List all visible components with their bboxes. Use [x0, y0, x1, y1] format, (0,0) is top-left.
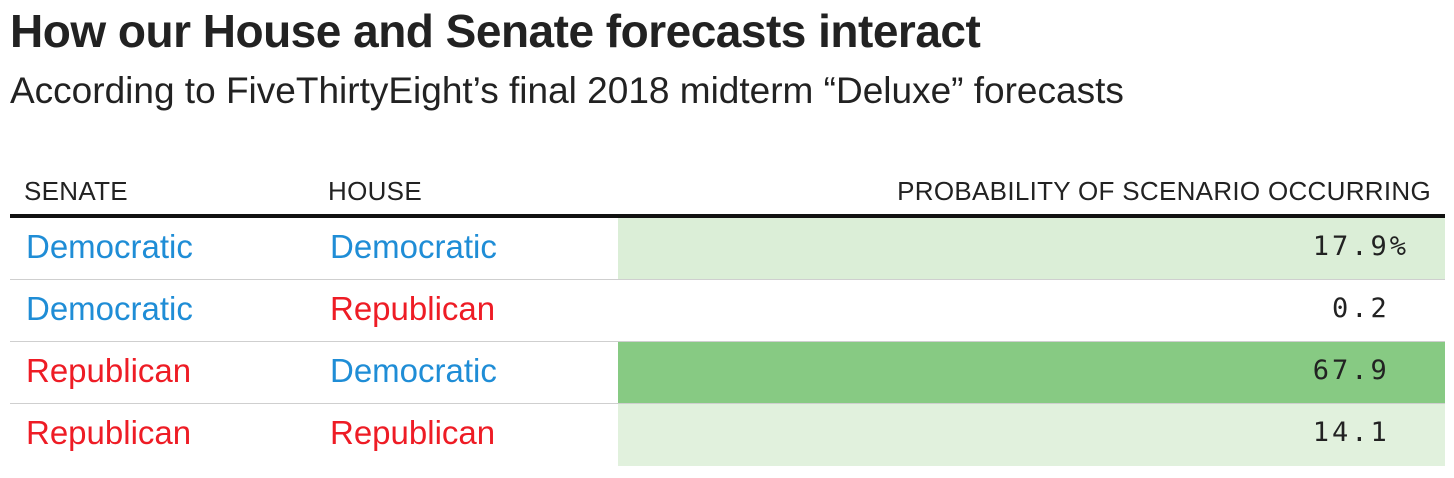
table-row: Republican Democratic 67.9 [10, 342, 1445, 404]
senate-party: Republican [26, 414, 192, 451]
table-row: Democratic Republican 0.2 [10, 280, 1445, 342]
house-party: Republican [330, 414, 496, 451]
senate-party: Democratic [26, 228, 193, 265]
table-header: SENATE HOUSE PROBABILITY OF SCENARIO OCC… [10, 162, 1445, 218]
chart-subtitle: According to FiveThirtyEight’s final 201… [10, 70, 1124, 111]
header-house: HOUSE [328, 176, 422, 206]
table-row: Republican Republican 14.1 [10, 404, 1445, 466]
probability-shade [618, 342, 1445, 403]
house-party: Democratic [330, 228, 497, 265]
house-party: Democratic [330, 352, 497, 389]
senate-party: Republican [26, 352, 192, 389]
header-probability: PROBABILITY OF SCENARIO OCCURRING [897, 176, 1431, 206]
probability-value: 67.9 [1312, 355, 1409, 386]
senate-party: Democratic [26, 290, 193, 327]
table-row: Democratic Democratic 17.9% [10, 218, 1445, 280]
probability-value: 17.9% [1312, 231, 1409, 262]
scenario-table: SENATE HOUSE PROBABILITY OF SCENARIO OCC… [10, 162, 1445, 466]
probability-shade [618, 280, 1445, 341]
table-body: Democratic Democratic 17.9% Democratic Repub… [10, 218, 1445, 466]
probability-shade [618, 404, 1445, 466]
probability-shade [618, 218, 1445, 279]
probability-value: 0.2 [1331, 293, 1409, 324]
house-party: Republican [330, 290, 496, 327]
chart-title: How our House and Senate forecasts inter… [10, 5, 981, 57]
header-senate: SENATE [24, 176, 128, 206]
probability-value: 14.1 [1312, 417, 1409, 448]
